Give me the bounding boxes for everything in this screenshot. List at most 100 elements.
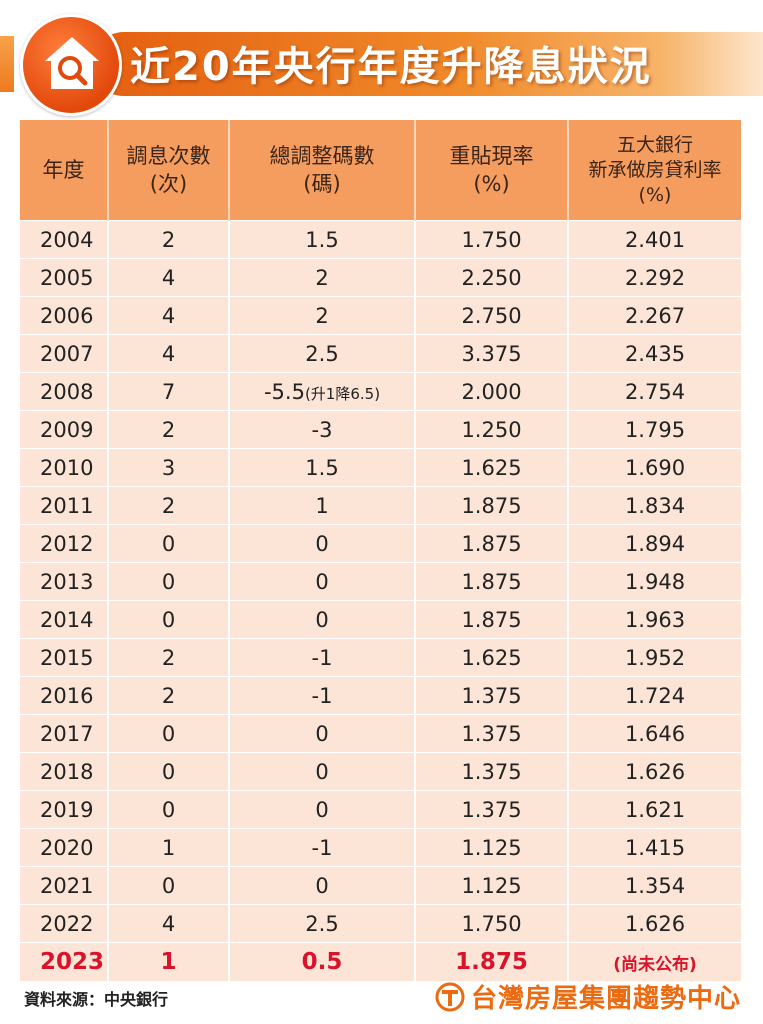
cell-rediscount-rate: 1.125: [414, 828, 568, 867]
cell-total-basis-points: 2: [228, 258, 415, 297]
basis-points-note: (升1降6.5): [304, 384, 381, 403]
cell-adjust-count: 1: [107, 942, 229, 981]
cell-rediscount-rate: 3.375: [414, 334, 568, 373]
cell-year: 2016: [20, 676, 108, 715]
cell-adjust-count: 2: [107, 486, 229, 525]
cell-rediscount-rate: 1.875: [414, 942, 568, 981]
rate-table: 年度 調息次數 (次) 總調整碼數 (碼) 重貼現率 (%) 五大銀行 新承做房貸利率(…: [20, 120, 741, 981]
house-search-icon: [20, 14, 122, 116]
table-row: 2012 0 0 1.875 1.894: [20, 524, 741, 563]
cell-year: 2012: [20, 524, 108, 563]
cell-mortgage-rate: 2.267: [567, 296, 741, 335]
header-rediscount-rate: 重貼現率 (%): [414, 120, 568, 221]
table-row: 2008 7 -5.5(升1降6.5) 2.000 2.754: [20, 372, 741, 411]
page-title: 近20年央行年度升降息狀況: [130, 44, 652, 90]
cell-rediscount-rate: 1.625: [414, 638, 568, 677]
brand: 台灣房屋集團趨勢中心: [435, 978, 741, 1015]
header-year: 年度: [20, 120, 108, 221]
table-row: 2007 4 2.5 3.375 2.435: [20, 334, 741, 373]
cell-year: 2013: [20, 562, 108, 601]
cell-mortgage-rate: 1.963: [567, 600, 741, 639]
cell-year: 2011: [20, 486, 108, 525]
cell-mortgage-rate: 1.948: [567, 562, 741, 601]
cell-adjust-count: 0: [107, 524, 229, 563]
cell-rediscount-rate: 2.750: [414, 296, 568, 335]
cell-adjust-count: 4: [107, 258, 229, 297]
table-row: 2005 4 2 2.250 2.292: [20, 258, 741, 297]
cell-year: 2007: [20, 334, 108, 373]
cell-mortgage-rate: 1.621: [567, 790, 741, 829]
header-mortgage-rate: 五大銀行 新承做房貸利率 (%): [567, 120, 741, 221]
table-row: 2015 2 -1 1.625 1.952: [20, 638, 741, 677]
cell-rediscount-rate: 1.375: [414, 714, 568, 753]
cell-year: 2006: [20, 296, 108, 335]
cell-rediscount-rate: 1.625: [414, 448, 568, 487]
cell-total-basis-points: 2.5: [228, 334, 415, 373]
cell-rediscount-rate: 1.750: [414, 220, 568, 259]
cell-total-basis-points: 2.5: [228, 904, 415, 943]
cell-year: 2008: [20, 372, 108, 411]
header-total-basis-points: 總調整碼數 (碼): [228, 120, 415, 221]
cell-mortgage-rate: 1.834: [567, 486, 741, 525]
cell-total-basis-points: 1.5: [228, 448, 415, 487]
table-row: 2016 2 -1 1.375 1.724: [20, 676, 741, 715]
cell-adjust-count: 1: [107, 828, 229, 867]
cell-mortgage-rate: (尚未公布): [567, 942, 741, 981]
cell-year: 2018: [20, 752, 108, 791]
cell-adjust-count: 2: [107, 676, 229, 715]
cell-total-basis-points: 0: [228, 524, 415, 563]
table-row: 2014 0 0 1.875 1.963: [20, 600, 741, 639]
cell-total-basis-points: 0: [228, 562, 415, 601]
cell-total-basis-points: -1: [228, 676, 415, 715]
cell-total-basis-points: 1: [228, 486, 415, 525]
table-row: 2013 0 0 1.875 1.948: [20, 562, 741, 601]
cell-mortgage-rate: 1.724: [567, 676, 741, 715]
table-row: 2017 0 0 1.375 1.646: [20, 714, 741, 753]
cell-adjust-count: 0: [107, 790, 229, 829]
cell-mortgage-rate: 1.690: [567, 448, 741, 487]
cell-mortgage-rate: 2.435: [567, 334, 741, 373]
cell-rediscount-rate: 2.000: [414, 372, 568, 411]
cell-year: 2010: [20, 448, 108, 487]
cell-total-basis-points: 0: [228, 714, 415, 753]
cell-mortgage-rate: 1.952: [567, 638, 741, 677]
cell-adjust-count: 0: [107, 600, 229, 639]
cell-rediscount-rate: 1.375: [414, 790, 568, 829]
cell-rediscount-rate: 2.250: [414, 258, 568, 297]
cell-total-basis-points: -5.5(升1降6.5): [228, 372, 415, 411]
table-row: 2010 3 1.5 1.625 1.690: [20, 448, 741, 487]
cell-mortgage-rate: 2.401: [567, 220, 741, 259]
cell-adjust-count: 2: [107, 220, 229, 259]
cell-year: 2005: [20, 258, 108, 297]
cell-mortgage-rate: 1.646: [567, 714, 741, 753]
cell-total-basis-points: 0: [228, 866, 415, 905]
cell-adjust-count: 4: [107, 296, 229, 335]
cell-mortgage-rate: 1.894: [567, 524, 741, 563]
cell-year: 2014: [20, 600, 108, 639]
brand-logo-icon: [435, 982, 465, 1011]
cell-year: 2020: [20, 828, 108, 867]
cell-mortgage-rate: 1.415: [567, 828, 741, 867]
cell-total-basis-points: -1: [228, 638, 415, 677]
table-row-highlight: 2023 1 0.5 1.875 (尚未公布): [20, 942, 741, 981]
table-row: 2021 0 0 1.125 1.354: [20, 866, 741, 905]
brand-name: 台灣房屋集團趨勢中心: [470, 984, 741, 1014]
cell-adjust-count: 3: [107, 448, 229, 487]
cell-rediscount-rate: 1.875: [414, 562, 568, 601]
cell-adjust-count: 0: [107, 866, 229, 905]
cell-adjust-count: 4: [107, 904, 229, 943]
cell-rediscount-rate: 1.375: [414, 752, 568, 791]
cell-adjust-count: 2: [107, 410, 229, 449]
basis-points-value: -5.5: [263, 379, 305, 404]
cell-adjust-count: 4: [107, 334, 229, 373]
cell-rediscount-rate: 1.375: [414, 676, 568, 715]
cell-adjust-count: 7: [107, 372, 229, 411]
cell-adjust-count: 0: [107, 752, 229, 791]
table-row: 2020 1 -1 1.125 1.415: [20, 828, 741, 867]
source-note: 資料來源：中央銀行: [24, 990, 169, 1009]
cell-total-basis-points: 2: [228, 296, 415, 335]
cell-year: 2023: [20, 942, 108, 981]
cell-rediscount-rate: 1.250: [414, 410, 568, 449]
table-row: 2009 2 -3 1.250 1.795: [20, 410, 741, 449]
cell-rediscount-rate: 1.750: [414, 904, 568, 943]
